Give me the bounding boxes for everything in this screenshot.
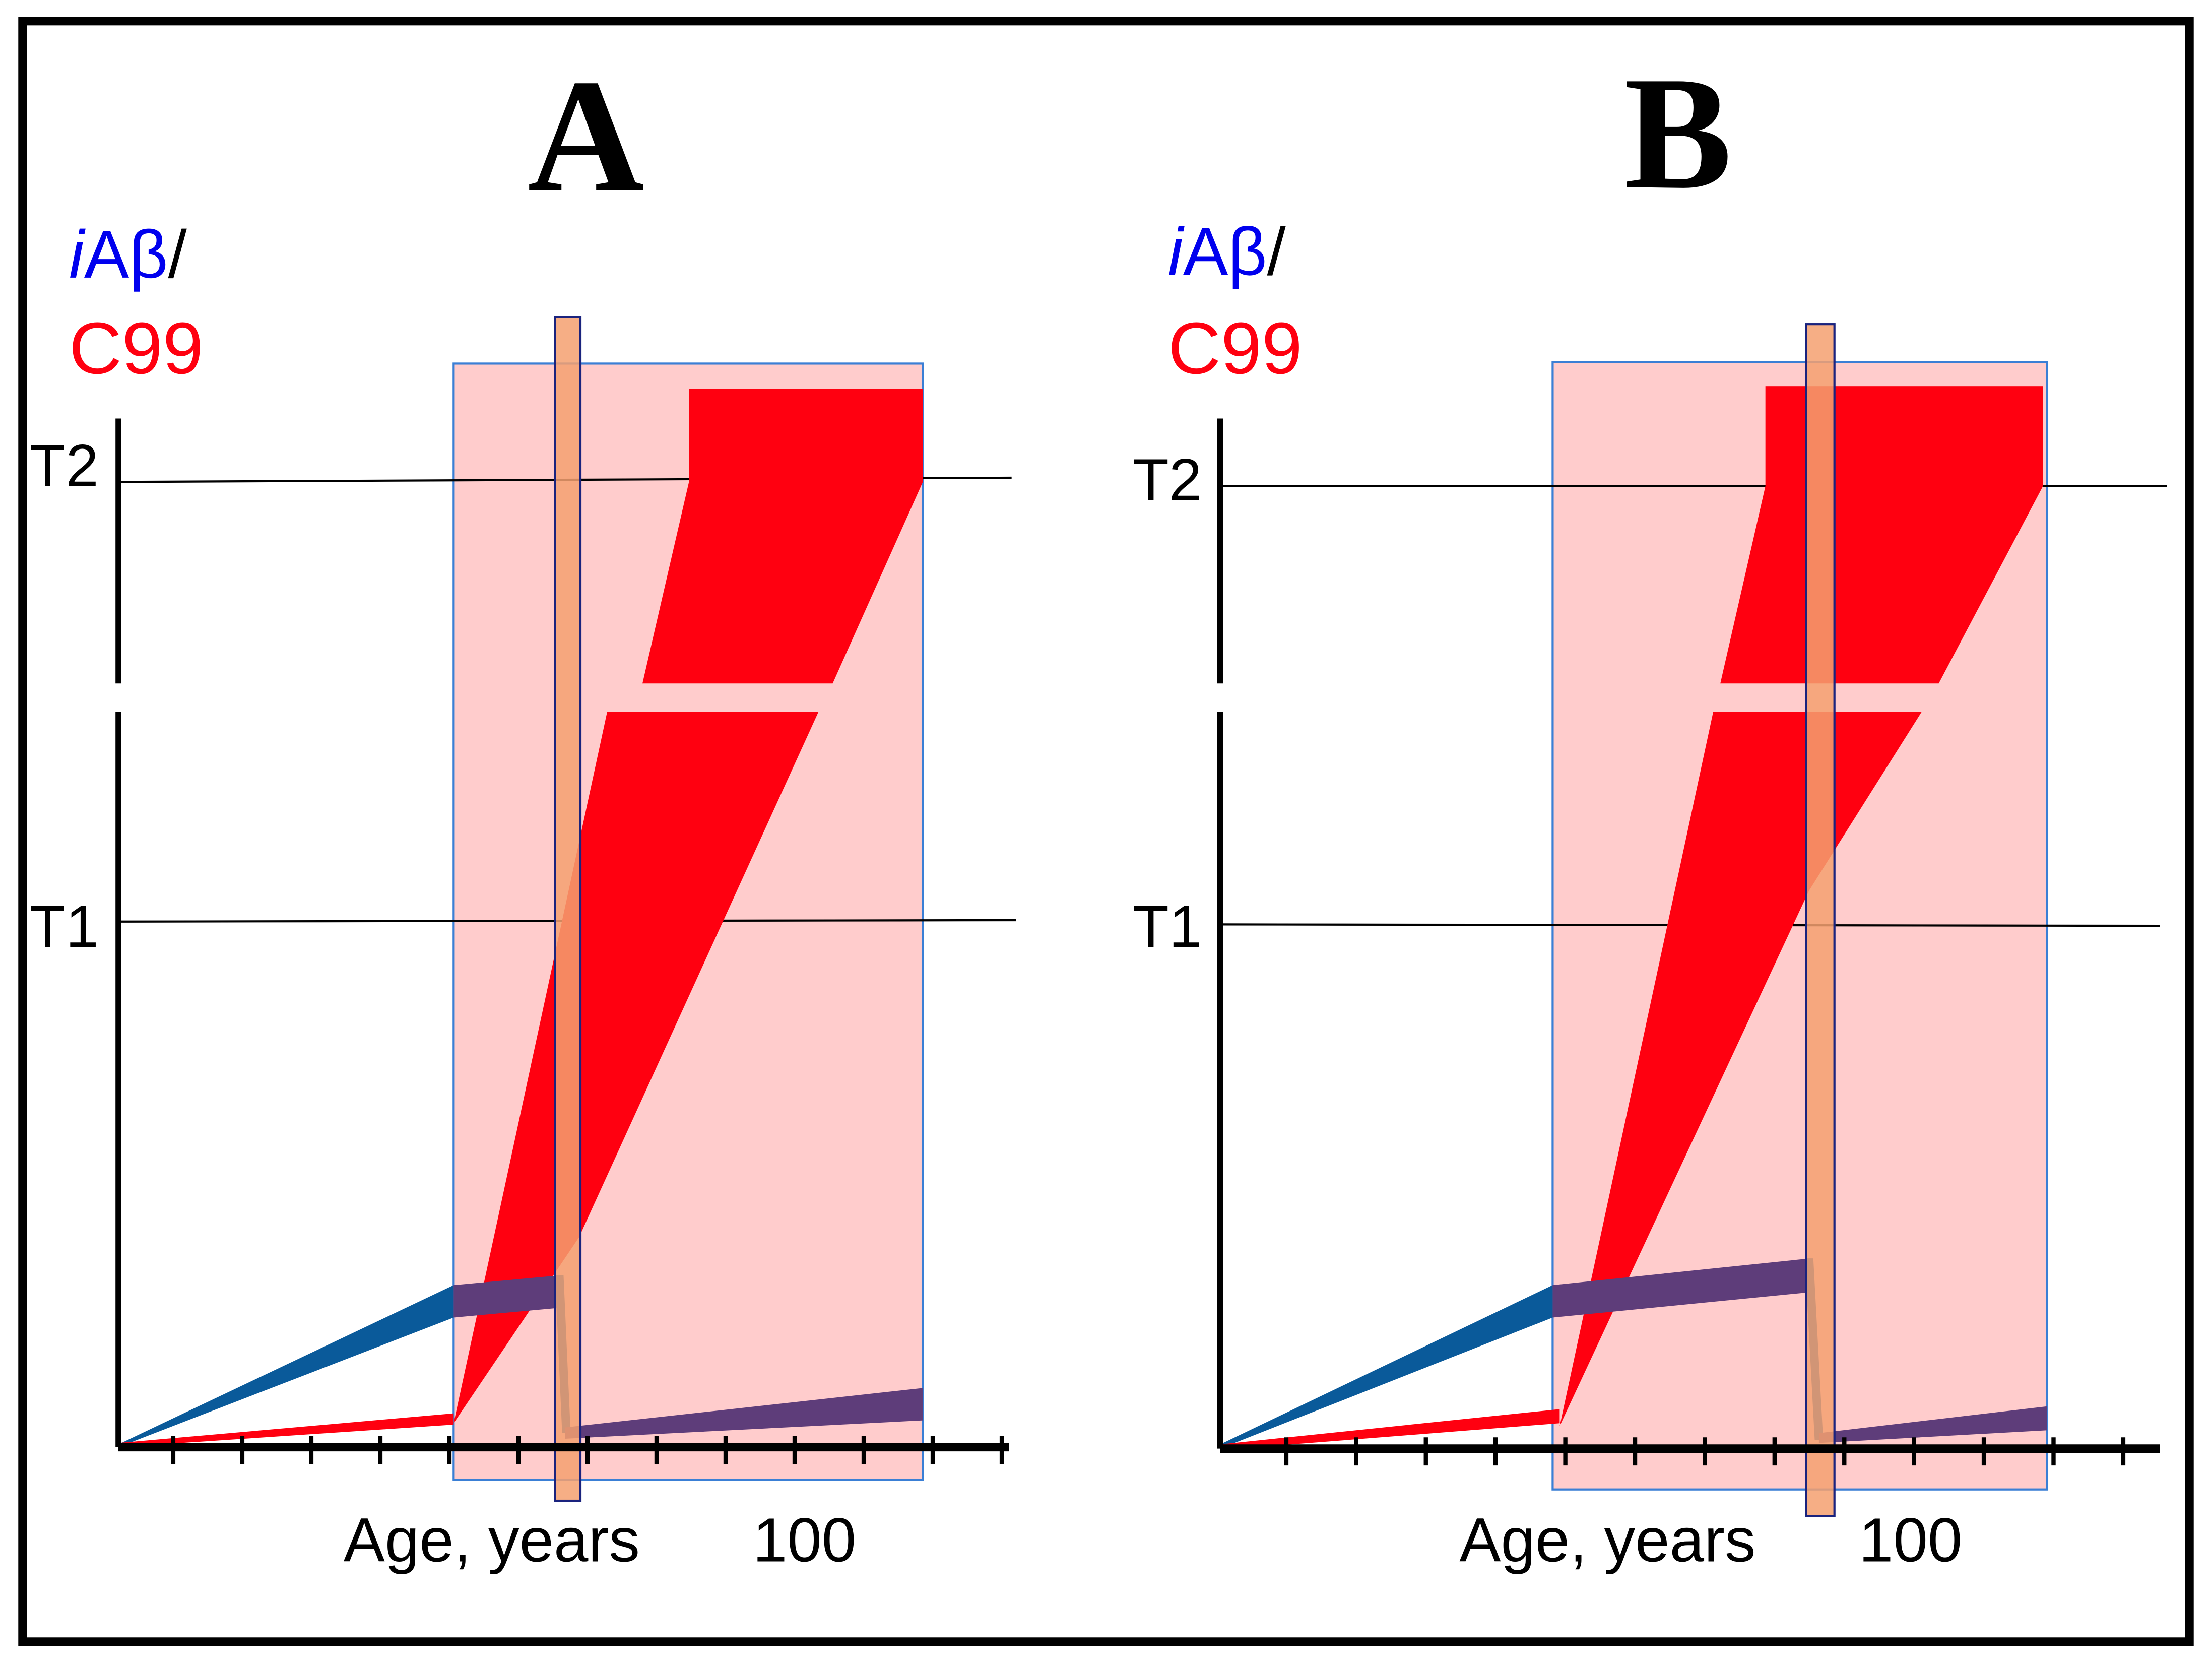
y-axis-label: iAβ/ bbox=[1168, 214, 1286, 289]
y-axis-label: iAβ/ bbox=[69, 217, 187, 292]
x-ticks bbox=[1284, 1437, 2126, 1466]
x-axis-label: Age, years bbox=[344, 1506, 640, 1575]
c99-fan-lower bbox=[453, 712, 819, 1424]
panel-a: A iAβ/ C99 T2 T1 Age, years 100 bbox=[30, 45, 1016, 1575]
iab-band bbox=[118, 1285, 454, 1447]
x-axis-label: Age, years bbox=[1459, 1506, 1755, 1575]
c99-early bbox=[1220, 1409, 1560, 1450]
intervention-bar bbox=[1805, 323, 1836, 1517]
intervention-bar bbox=[554, 316, 582, 1502]
c99-plateau bbox=[689, 389, 923, 482]
c99-fan-upper bbox=[1720, 486, 2043, 684]
mixed-band bbox=[453, 1275, 561, 1318]
c99-fan-lower bbox=[1559, 712, 1922, 1426]
c99-early bbox=[118, 1413, 454, 1447]
t1-label: T1 bbox=[30, 893, 99, 959]
t1-label: T1 bbox=[1133, 893, 1202, 959]
y-axis-label-c99: C99 bbox=[69, 307, 204, 389]
mixed-band bbox=[1552, 1258, 1811, 1318]
mixed-band-late bbox=[565, 1388, 923, 1439]
panel-b: B iAβ/ C99 T2 T1 Age, years 100 bbox=[1133, 43, 2167, 1575]
t2-label: T2 bbox=[1133, 447, 1202, 513]
mixed-band-late bbox=[1818, 1406, 2047, 1443]
c99-fan-upper bbox=[642, 482, 923, 684]
iab-band bbox=[1220, 1285, 1553, 1449]
x-ticks bbox=[171, 1436, 1004, 1464]
panel-a-title: A bbox=[528, 45, 644, 225]
t2-label: T2 bbox=[30, 433, 99, 499]
x-tick-label-100: 100 bbox=[753, 1506, 856, 1575]
x-tick-label-100: 100 bbox=[1859, 1506, 1962, 1575]
panel-b-title: B bbox=[1624, 43, 1732, 223]
y-axis-label-c99: C99 bbox=[1168, 307, 1303, 389]
